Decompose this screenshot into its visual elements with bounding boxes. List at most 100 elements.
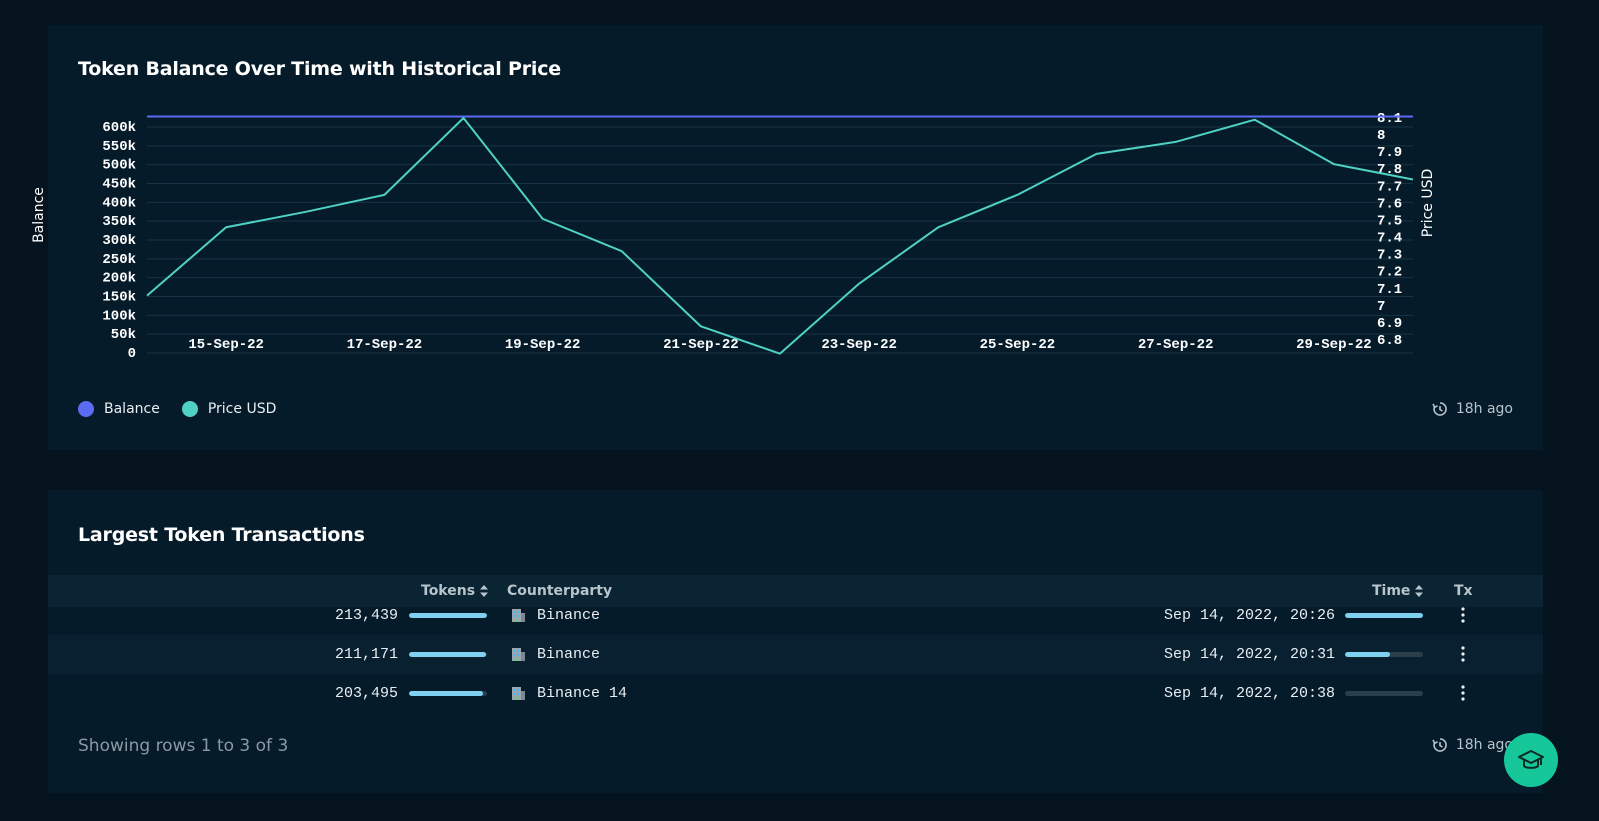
tokens-cell: 211,171	[334, 646, 398, 663]
price-series-line	[146, 117, 1414, 355]
y2-tick-label: 8.1	[1377, 111, 1402, 127]
x-tick-label: 15-Sep-22	[188, 337, 264, 353]
more-options-icon[interactable]	[1455, 683, 1471, 703]
y2-tick-label: 7.7	[1377, 179, 1402, 195]
time-cell: Sep 14, 2022, 20:26	[1163, 607, 1335, 624]
time-cell: Sep 14, 2022, 20:38	[1163, 685, 1335, 702]
building-icon	[512, 687, 525, 700]
time-column-header[interactable]: Time	[1372, 583, 1424, 599]
y2-tick-label: 7.9	[1377, 145, 1402, 161]
time-bar-fill	[1345, 613, 1423, 618]
y-tick-label: 150k	[102, 290, 136, 306]
y-tick-label: 100k	[102, 308, 136, 324]
x-tick-label: 25-Sep-22	[980, 337, 1056, 353]
y-tick-label: 250k	[102, 252, 136, 268]
x-tick-label: 29-Sep-22	[1296, 337, 1372, 353]
y2-tick-label: 7.6	[1377, 196, 1402, 212]
legend-label-price: Price USD	[207, 401, 277, 417]
balance-price-chart: 0 50k 100k 150k 200k 250k 300k 350k 400k 450k 500k…	[31, 111, 1436, 362]
legend-dot-balance	[78, 401, 94, 417]
refresh-clock-icon	[1432, 738, 1447, 752]
legend-item-balance[interactable]: Balance	[78, 401, 160, 417]
tokens-bar	[409, 691, 487, 696]
table-header: Tokens Counterparty Time Tx	[48, 575, 1543, 607]
y-tick-label: 0	[128, 346, 136, 362]
tokens-bar	[409, 652, 487, 657]
tokens-header-label: Tokens	[421, 583, 476, 599]
tokens-cell: 203,495	[334, 685, 398, 702]
legend-dot-price	[181, 401, 198, 417]
y-tick-label: 550k	[102, 139, 136, 155]
time-cell: Sep 14, 2022, 20:31	[1163, 646, 1335, 663]
table-footer-text: Showing rows 1 to 3 of 3	[78, 736, 289, 756]
building-icon	[512, 609, 525, 622]
y-tick-label: 400k	[102, 195, 136, 211]
x-tick-label: 17-Sep-22	[347, 337, 423, 353]
tx-header-label: Tx	[1454, 583, 1473, 599]
y-tick-label: 600k	[102, 120, 136, 136]
chart-card: Token Balance Over Time with Historical …	[31, 25, 1543, 450]
sort-icon[interactable]	[1414, 583, 1424, 599]
sort-icon[interactable]	[479, 583, 489, 599]
tokens-bar-fill	[409, 691, 484, 696]
tokens-bar	[409, 613, 487, 618]
tx-column-header: Tx	[1454, 583, 1473, 599]
legend-label-balance: Balance	[104, 401, 160, 417]
counterparty-column-header[interactable]: Counterparty	[507, 583, 612, 599]
counterparty-link[interactable]: Binance	[537, 646, 601, 663]
y2-tick-label: 7.3	[1377, 248, 1402, 264]
counterparty-link[interactable]: Binance	[537, 607, 601, 624]
table-row[interactable]: 213,439 Binance Sep 14, 2022, 20:26	[48, 596, 1543, 635]
help-button[interactable]	[1504, 733, 1558, 787]
y2-tick-label: 8	[1377, 128, 1385, 144]
chart-updated: 18h ago	[1432, 401, 1513, 417]
time-bar-fill	[1345, 652, 1391, 657]
time-bar	[1345, 652, 1423, 657]
y2-tick-label: 6.8	[1377, 333, 1402, 349]
x-tick-label: 19-Sep-22	[505, 337, 581, 353]
y2-tick-label: 7.1	[1377, 282, 1402, 298]
y2-tick-label: 7.5	[1377, 213, 1402, 229]
tokens-column-header[interactable]: Tokens	[421, 583, 489, 599]
x-tick-label: 21-Sep-22	[663, 337, 739, 353]
chart-title: Token Balance Over Time with Historical …	[78, 58, 561, 80]
counterparty-header-label: Counterparty	[507, 583, 613, 599]
legend-item-price[interactable]: Price USD	[181, 401, 277, 417]
y2-tick-label: 6.9	[1377, 316, 1402, 332]
y-tick-label: 300k	[102, 233, 136, 249]
table-row[interactable]: 203,495 Binance 14 Sep 14, 2022, 20:38	[48, 674, 1543, 713]
chart-series	[146, 115, 1414, 355]
counterparty-link[interactable]: Binance 14	[537, 685, 628, 702]
table-updated: 18h ago	[1432, 737, 1513, 753]
table-title: Largest Token Transactions	[78, 524, 365, 546]
chart-legend: Balance Price USD	[78, 401, 276, 417]
time-header-label: Time	[1372, 583, 1411, 599]
tokens-cell: 213,439	[334, 607, 398, 624]
y-axis-ticks: 0 50k 100k 150k 200k 250k 300k 350k 400k 450k 500k…	[102, 120, 136, 362]
table-card: Largest Token Transactions Tokens Counte…	[48, 490, 1543, 793]
x-axis-ticks: 15-Sep-22 17-Sep-22 19-Sep-22 21-Sep-22 23-S…	[188, 337, 1371, 353]
y2-axis-ticks: 6.86.977.17.27.37.47.57.67.77.87.988.1	[1377, 111, 1402, 349]
time-bar	[1345, 613, 1423, 618]
more-options-icon[interactable]	[1455, 605, 1471, 625]
y-tick-label: 200k	[102, 271, 136, 287]
building-icon	[512, 648, 525, 661]
y-tick-label: 500k	[102, 158, 136, 174]
chart-updated-text: 18h ago	[1455, 401, 1513, 417]
time-bar	[1345, 691, 1423, 696]
x-tick-label: 27-Sep-22	[1138, 337, 1214, 353]
y-tick-label: 50k	[111, 327, 136, 343]
y-axis-label: Balance	[31, 187, 47, 243]
graduation-cap-icon	[1518, 750, 1544, 769]
y-tick-label: 450k	[102, 177, 136, 193]
y2-tick-label: 7.4	[1377, 231, 1402, 247]
more-options-icon[interactable]	[1455, 644, 1471, 664]
refresh-clock-icon	[1432, 402, 1447, 416]
y2-axis-label: Price USD	[1420, 169, 1436, 238]
tokens-bar-fill	[409, 613, 487, 618]
tokens-bar-fill	[409, 652, 487, 657]
y-tick-label: 350k	[102, 214, 136, 230]
y2-tick-label: 7	[1377, 299, 1385, 315]
chart-grid	[147, 126, 1413, 354]
table-row[interactable]: 211,171 Binance Sep 14, 2022, 20:31	[48, 635, 1543, 674]
